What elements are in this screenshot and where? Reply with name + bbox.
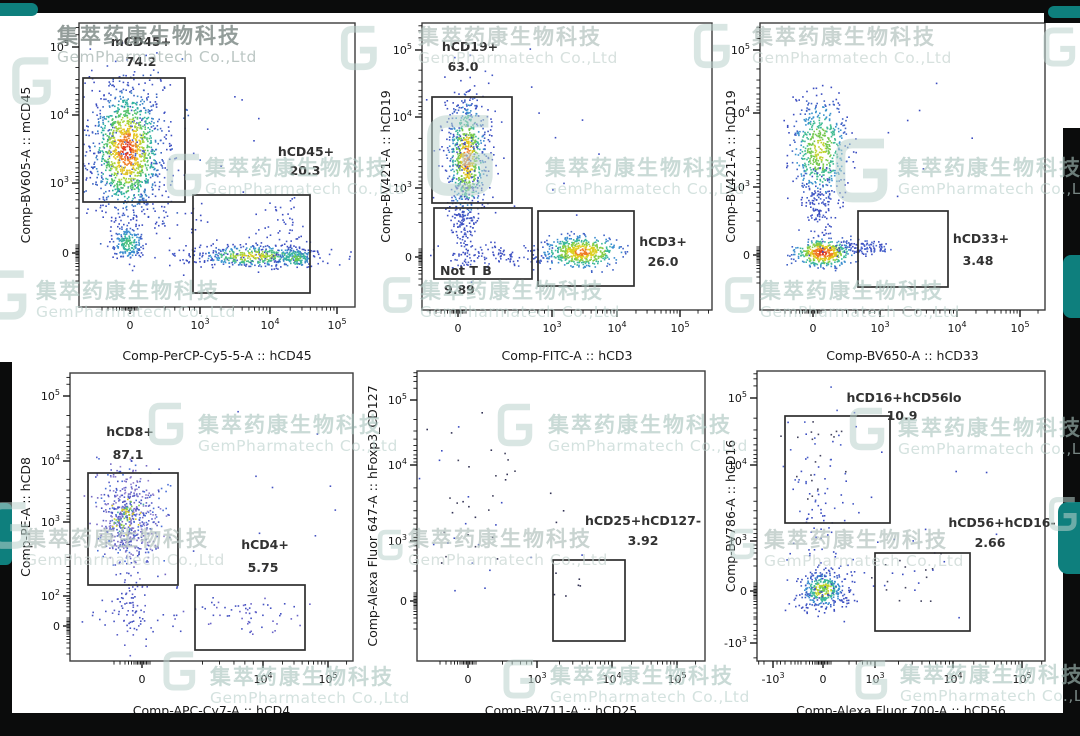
flow-panel-foxp3-vs-hcd25: 0 103 104 105 105 104 103 0 Comp-BV711-A :: hCD2… bbox=[360, 368, 720, 736]
gate-percentage: 63.0 bbox=[448, 59, 479, 74]
x-axis-title: Comp-Alexa Fluor 700-A :: hCD56 bbox=[796, 703, 1006, 718]
gate-label: hCD4+ bbox=[241, 537, 289, 552]
y-axis-title: Comp-BV786-A :: hCD16 bbox=[723, 440, 738, 593]
gate-label: hCD8+ bbox=[106, 424, 154, 439]
flow-panel-hcd19-vs-hcd3: 0 103 104 105 105 104 103 0 Comp-FITC-A :: hCD3 C… bbox=[360, 0, 720, 368]
scatter-dots bbox=[780, 386, 998, 623]
y-axis-title: Comp-PE-A :: hCD8 bbox=[18, 457, 33, 577]
axes bbox=[63, 376, 348, 668]
svg-text:105: 105 bbox=[393, 42, 412, 57]
gate-hcd8- bbox=[87, 472, 179, 586]
plot-box bbox=[416, 370, 706, 662]
gate-label: mCD45+ bbox=[111, 34, 171, 49]
svg-text:0: 0 bbox=[405, 251, 412, 264]
svg-text:103: 103 bbox=[542, 320, 561, 335]
y-axis-title: Comp-BV421-A :: hCD19 bbox=[723, 90, 738, 243]
x-axis-title: Comp-FITC-A :: hCD3 bbox=[502, 348, 633, 363]
gate-label: hCD19+ bbox=[442, 39, 498, 54]
gate-percentage: 5.75 bbox=[248, 560, 279, 575]
y-axis-title: Comp-Alexa Fluor 647-A :: hFoxp3_CD127 bbox=[365, 385, 380, 646]
plot-box bbox=[78, 22, 356, 308]
plot-box bbox=[759, 22, 1046, 311]
svg-text:104: 104 bbox=[393, 109, 412, 124]
x-axis-title: Comp-BV711-A :: hCD25 bbox=[485, 703, 638, 718]
scatter-dots bbox=[82, 42, 352, 276]
gate-percentage: 9.89 bbox=[444, 282, 475, 297]
svg-text:105: 105 bbox=[670, 320, 689, 335]
svg-text:105: 105 bbox=[327, 317, 346, 332]
gate-label: Not T B bbox=[440, 263, 492, 278]
gate-hcd33- bbox=[857, 210, 949, 288]
scatter-dots bbox=[418, 412, 583, 597]
x-axis-title: Comp-BV650-A :: hCD33 bbox=[826, 348, 979, 363]
svg-text:0: 0 bbox=[455, 322, 462, 335]
gate-label: hCD56+hCD16- bbox=[948, 515, 1055, 530]
svg-text:0: 0 bbox=[62, 247, 69, 260]
gate-label: hCD45+ bbox=[278, 144, 334, 159]
scatter-dots bbox=[783, 82, 973, 272]
axes bbox=[410, 372, 697, 668]
y-axis-title: Comp-BV605-A :: mCD45 bbox=[18, 87, 33, 244]
plot-box bbox=[69, 372, 354, 662]
scatter-dots bbox=[81, 410, 337, 657]
axes bbox=[72, 27, 338, 314]
flow-panel-hcd8-vs-hcd4: 0 104 105 105 104 103 102 0 Comp-APC-Cy7-A :: hC… bbox=[0, 368, 360, 736]
gate-hcd56-hcd16- bbox=[874, 552, 971, 632]
svg-text:0: 0 bbox=[127, 319, 134, 332]
gate-hcd3- bbox=[537, 210, 635, 287]
axes bbox=[415, 25, 709, 317]
x-axis-title: Comp-PerCP-Cy5-5-A :: hCD45 bbox=[122, 348, 311, 363]
svg-text:103: 103 bbox=[393, 180, 412, 195]
gate-percentage: 26.0 bbox=[648, 254, 679, 269]
gate-label: hCD16+hCD56lo bbox=[846, 390, 961, 405]
gate-percentage: 74.2 bbox=[126, 54, 157, 69]
gate-hcd25-hcd127- bbox=[552, 559, 626, 642]
svg-text:103: 103 bbox=[50, 175, 69, 190]
gate-label: hCD3+ bbox=[639, 234, 687, 249]
scatter-dots bbox=[425, 48, 629, 283]
gate-percentage: 20.3 bbox=[290, 163, 321, 178]
flow-panel-hcd16-vs-hcd56: -103 0 103 104 105 105 104 103 0 -103 Comp-Alexa F… bbox=[720, 368, 1080, 736]
gate-hcd16-hcd56lo bbox=[784, 415, 891, 524]
gate-percentage: 2.66 bbox=[975, 535, 1006, 550]
gate-percentage: 3.48 bbox=[963, 253, 994, 268]
axes bbox=[750, 373, 1043, 668]
svg-text:104: 104 bbox=[50, 107, 69, 122]
svg-text:103: 103 bbox=[190, 317, 209, 332]
flow-panel-mcd45-vs-hcd45: 0 103 104 105 105 104 103 0 Comp-PerCP-Cy5-5-A :… bbox=[0, 0, 360, 368]
gate-hcd4- bbox=[194, 584, 306, 651]
gate-mcd45- bbox=[82, 77, 186, 203]
flow-plot-svg: 0 103 104 105 105 104 103 0 Comp-PerCP-Cy5-5-A :… bbox=[18, 22, 356, 363]
gate-not-t-b bbox=[433, 207, 533, 280]
svg-text:104: 104 bbox=[260, 317, 279, 332]
gate-percentage: 3.92 bbox=[628, 533, 659, 548]
gate-hcd45- bbox=[192, 194, 311, 294]
gate-percentage: 87.1 bbox=[113, 447, 144, 462]
y-axis-title: Comp-BV421-A :: hCD19 bbox=[378, 90, 393, 243]
plot-box bbox=[756, 370, 1046, 662]
x-axis-title: Comp-APC-Cy7-A :: hCD4 bbox=[133, 703, 291, 718]
svg-text:104: 104 bbox=[607, 320, 626, 335]
gate-percentage: 10.9 bbox=[887, 408, 918, 423]
axes bbox=[753, 26, 1039, 317]
flow-panel-hcd19-vs-hcd33: 0 103 104 105 105 104 103 0 Comp-BV650-A :: hCD3… bbox=[720, 0, 1080, 368]
gate-label: hCD33+ bbox=[953, 231, 1009, 246]
gate-label: hCD25+hCD127- bbox=[585, 513, 701, 528]
svg-text:105: 105 bbox=[50, 39, 69, 54]
